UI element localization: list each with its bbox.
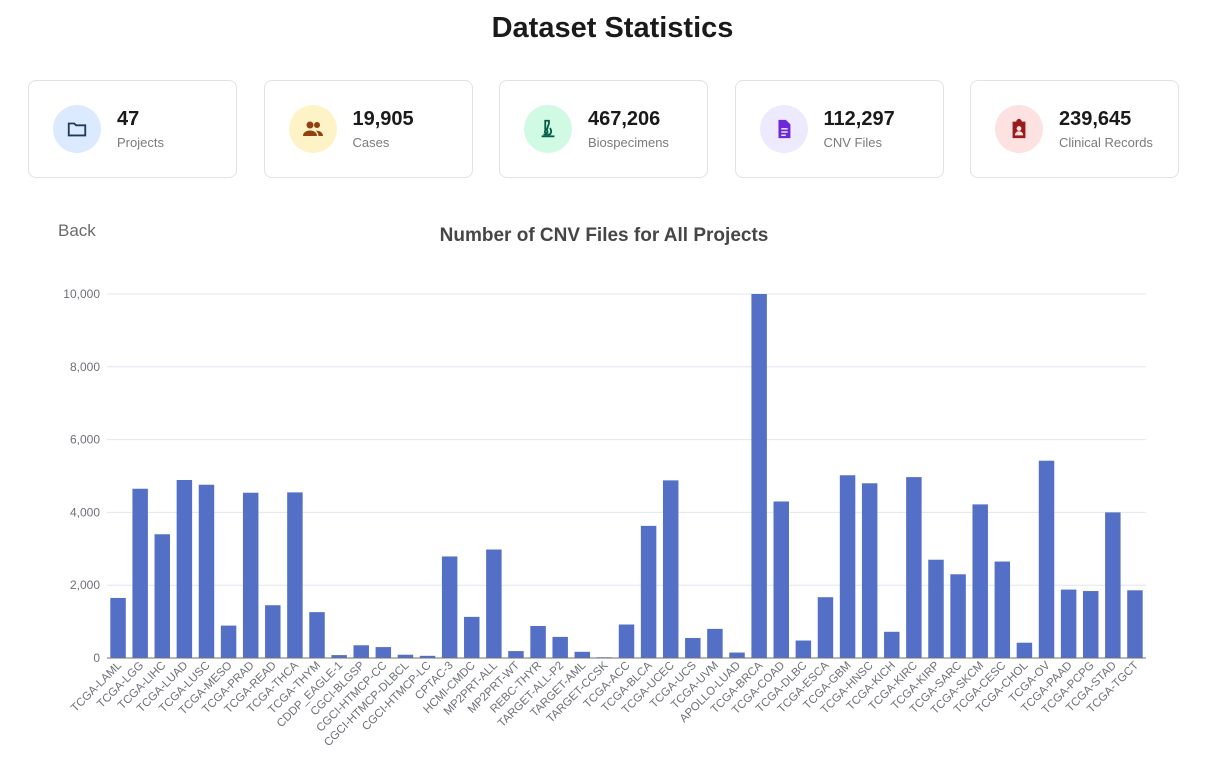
bar[interactable]	[618, 624, 635, 658]
y-tick-label: 2,000	[70, 578, 100, 592]
bar[interactable]	[331, 655, 347, 658]
bar[interactable]	[817, 597, 834, 658]
stat-card-clinical-records: 239,645 Clinical Records	[970, 80, 1179, 178]
bar[interactable]	[486, 549, 502, 658]
stat-label: Projects	[117, 135, 164, 150]
bar[interactable]	[574, 651, 591, 658]
bar[interactable]	[154, 534, 171, 658]
bar[interactable]	[242, 492, 259, 658]
stats-cards: 47 Projects 19,905 Cases 467,206 Biospecimens…	[28, 80, 1179, 180]
bar[interactable]	[640, 525, 657, 658]
bar[interactable]	[1038, 460, 1055, 658]
clipboard-user-icon	[995, 105, 1043, 153]
stat-card-cases: 19,905 Cases	[263, 80, 473, 178]
bar[interactable]	[353, 645, 369, 658]
bar[interactable]	[1060, 589, 1077, 658]
bar[interactable]	[419, 655, 436, 658]
bar[interactable]	[861, 483, 878, 658]
bar[interactable]	[287, 492, 303, 658]
stat-value: 19,905	[352, 108, 414, 130]
stat-value: 112,297	[823, 108, 895, 130]
stat-label: Clinical Records	[1059, 135, 1153, 150]
bar[interactable]	[1016, 642, 1033, 658]
bar[interactable]	[994, 561, 1011, 658]
stat-value: 467,206	[588, 108, 661, 130]
bar[interactable]	[375, 647, 392, 658]
bar[interactable]	[508, 651, 524, 658]
bar[interactable]	[729, 652, 745, 658]
bar[interactable]	[839, 475, 856, 658]
bar[interactable]	[220, 625, 237, 658]
bar[interactable]	[1105, 512, 1121, 658]
users-icon	[288, 105, 337, 153]
bar[interactable]	[1127, 590, 1143, 658]
y-tick-label: 10,000	[63, 287, 100, 301]
stat-label: CNV Files	[823, 135, 883, 150]
bar[interactable]	[1082, 591, 1099, 658]
stat-value: 239,645	[1059, 108, 1132, 130]
bar[interactable]	[685, 637, 701, 658]
bar[interactable]	[795, 640, 812, 658]
bar[interactable]	[707, 628, 723, 658]
bar[interactable]	[928, 559, 944, 658]
bar[interactable]	[884, 631, 900, 658]
back-button[interactable]: Back	[58, 221, 96, 240]
stat-card-biospecimens: 467,206 Biospecimens	[499, 80, 708, 178]
bar[interactable]	[265, 605, 281, 658]
chart-title: Number of CNV Files for All Projects	[440, 225, 769, 246]
y-tick-label: 4,000	[70, 505, 100, 519]
bar[interactable]	[198, 484, 215, 658]
bar[interactable]	[662, 480, 679, 658]
bar[interactable]	[906, 477, 922, 658]
bar[interactable]	[530, 625, 546, 658]
y-tick-label: 0	[93, 651, 100, 665]
microscope-icon	[524, 105, 572, 153]
bar[interactable]	[464, 616, 480, 658]
bar[interactable]	[397, 654, 414, 658]
bar[interactable]	[110, 597, 126, 658]
bar[interactable]	[176, 480, 193, 658]
bar[interactable]	[773, 501, 789, 658]
bar[interactable]	[751, 294, 767, 658]
bar[interactable]	[441, 556, 458, 658]
bar[interactable]	[552, 636, 568, 658]
y-tick-label: 6,000	[70, 433, 100, 447]
bar[interactable]	[972, 504, 988, 658]
page-title: Dataset Statistics	[491, 12, 734, 44]
y-tick-label: 8,000	[70, 360, 100, 374]
stat-card-cnv-files: 112,297 CNV Files	[734, 80, 944, 178]
stat-label: Cases	[352, 135, 390, 150]
bar[interactable]	[132, 488, 148, 658]
stat-value: 47	[117, 108, 140, 130]
cnv-files-bar-chart: Number of CNV Files for All Projects 0 2,0…	[63, 225, 1146, 749]
bar[interactable]	[950, 574, 966, 658]
stat-label: Biospecimens	[588, 135, 669, 150]
file-icon	[759, 105, 808, 153]
folder-icon	[53, 105, 101, 153]
stat-card-projects: 47 Projects	[28, 80, 237, 178]
bar[interactable]	[309, 612, 325, 658]
